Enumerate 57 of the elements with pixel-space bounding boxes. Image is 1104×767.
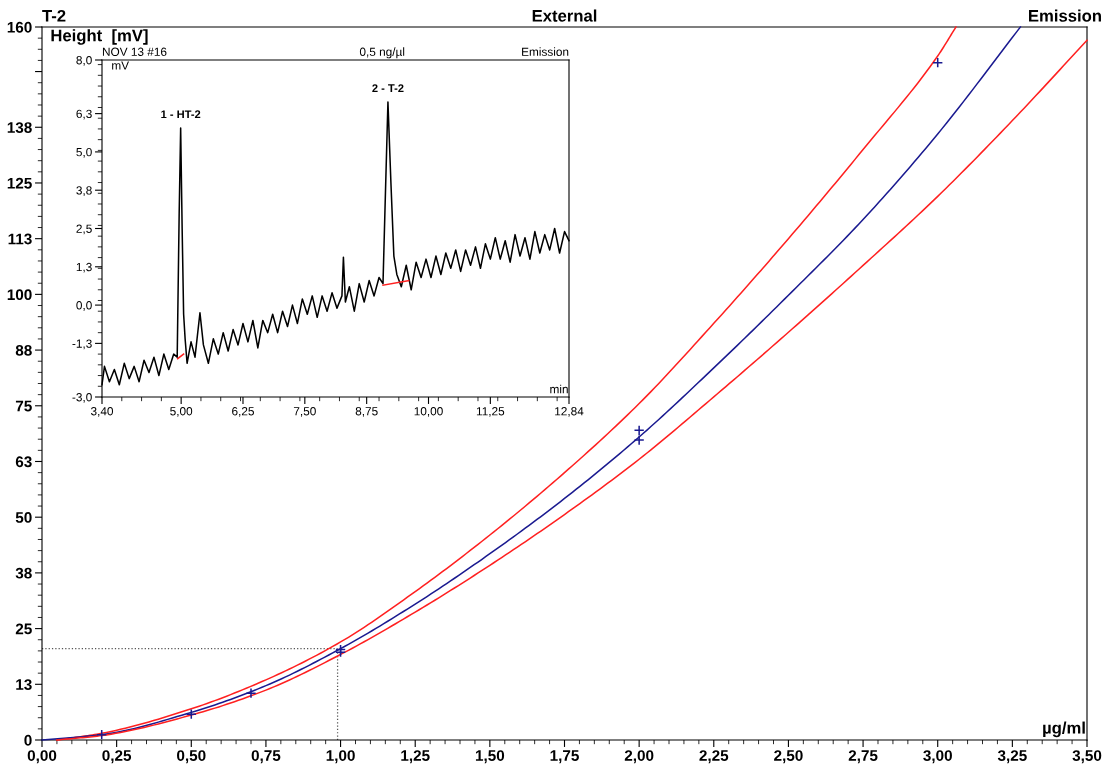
chart-subtitle: 0,5 ng/µl	[359, 47, 405, 59]
y-tick-label: 160	[7, 21, 32, 33]
y-tick-label: 125	[7, 177, 32, 189]
y-tick-label: 63	[15, 456, 32, 468]
x-tick-label: 3,40	[90, 407, 114, 417]
y-tick-label: 5,0	[76, 147, 92, 158]
y-tick-label: 0,0	[76, 301, 92, 311]
x-tick-label: 1,50	[475, 750, 505, 764]
chart-subtitle: External	[532, 9, 597, 22]
x-tick-label: 2,25	[699, 750, 729, 764]
x-tick-label: 0,50	[177, 750, 206, 764]
x-tick-label: 8,75	[355, 407, 378, 417]
x-tick-label: 0,00	[27, 750, 57, 764]
chart-title: T-2	[42, 9, 66, 22]
y-tick-label: 38	[15, 567, 32, 579]
y-tick-label: 100	[7, 289, 32, 301]
y-tick-label: 2,5	[76, 224, 92, 235]
y-tick-label: 0	[24, 734, 32, 746]
x-tick-label: 2,75	[848, 750, 878, 764]
x-tick-label: 3,50	[1072, 750, 1102, 764]
y-tick-label: 75	[15, 400, 32, 412]
x-tick-label: 10,00	[414, 407, 443, 417]
x-axis-title: µg/ml	[1043, 721, 1085, 738]
y-tick-label: 13	[16, 679, 32, 690]
x-tick-label: 11,25	[476, 407, 505, 417]
y-tick-label: 113	[8, 233, 32, 245]
y-tick-label: -1,3	[72, 339, 92, 350]
y-axis-title: Height [mV]	[51, 29, 148, 45]
chart-title: NOV 13 #16	[102, 47, 167, 56]
x-tick-label: 0,75	[251, 750, 281, 764]
y-tick-label: 1,3	[76, 262, 92, 273]
x-tick-label: 6,25	[232, 407, 254, 417]
x-tick-label: 12,84	[555, 407, 584, 417]
y-tick-label: 6,3	[76, 109, 92, 120]
y-tick-label: 25	[15, 623, 32, 635]
y-axis-title: mV	[112, 61, 129, 70]
x-tick-label: 5,00	[170, 407, 193, 417]
y-tick-label: 88	[15, 344, 32, 356]
x-tick-label: 0,25	[102, 750, 132, 764]
annotation: 2 - T-2	[372, 84, 404, 93]
y-tick-label: 8,0	[76, 56, 92, 66]
x-tick-label: 2,50	[774, 750, 803, 764]
x-tick-label: 7,50	[293, 407, 316, 417]
y-tick-label: 50	[15, 512, 32, 523]
x-tick-label: 1,00	[326, 750, 355, 764]
y-tick-label: -3,0	[72, 393, 92, 403]
x-tick-label: 3,25	[997, 750, 1027, 764]
text: Emission	[1029, 9, 1101, 22]
x-tick-label: 1,25	[401, 750, 430, 764]
x-tick-label: 3,00	[923, 750, 952, 764]
x-axis-title: min	[550, 384, 568, 394]
annotation: 1 - HT-2	[161, 110, 201, 119]
y-tick-label: 138	[7, 122, 32, 133]
annotation: Emission	[522, 47, 569, 56]
x-tick-label: 1,75	[550, 750, 579, 764]
x-tick-label: 2,00	[624, 750, 654, 764]
y-tick-label: 3,8	[76, 186, 92, 196]
